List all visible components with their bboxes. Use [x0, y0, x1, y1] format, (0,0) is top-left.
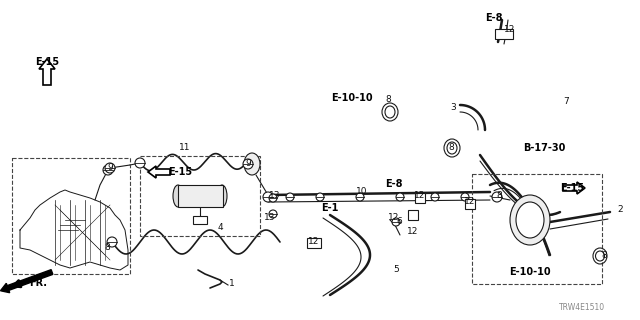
Bar: [472, 174, 602, 284]
Bar: [177, 185, 223, 207]
Circle shape: [269, 210, 277, 218]
Text: E-15: E-15: [560, 183, 584, 193]
Ellipse shape: [244, 153, 260, 175]
Ellipse shape: [173, 185, 183, 207]
Circle shape: [107, 237, 117, 247]
Ellipse shape: [516, 202, 544, 238]
FancyArrow shape: [1, 270, 53, 293]
Text: B-17-30: B-17-30: [523, 143, 565, 153]
Circle shape: [135, 158, 145, 168]
Text: 11: 11: [179, 143, 191, 153]
Circle shape: [356, 193, 364, 201]
Text: E-15: E-15: [168, 167, 192, 177]
Text: 12: 12: [308, 237, 320, 246]
Text: TRW4E1510: TRW4E1510: [559, 303, 605, 313]
Bar: [307, 238, 321, 248]
Text: E-1: E-1: [321, 203, 339, 213]
FancyArrow shape: [563, 182, 585, 194]
Circle shape: [263, 192, 273, 202]
Circle shape: [103, 165, 113, 175]
Text: 8: 8: [496, 191, 502, 201]
Text: 13: 13: [269, 191, 281, 201]
Text: 2: 2: [617, 205, 623, 214]
Text: E-8: E-8: [385, 179, 403, 189]
Text: 4: 4: [217, 223, 223, 233]
Text: 9: 9: [245, 159, 251, 169]
Bar: [415, 193, 425, 203]
Ellipse shape: [447, 142, 457, 154]
Text: 8: 8: [601, 252, 607, 260]
Text: E-8: E-8: [485, 13, 503, 23]
Circle shape: [316, 193, 324, 201]
Bar: [495, 29, 513, 39]
Circle shape: [461, 193, 469, 201]
Text: E-15: E-15: [35, 57, 59, 67]
Text: 12: 12: [407, 228, 419, 236]
Text: 5: 5: [393, 266, 399, 275]
Circle shape: [286, 193, 294, 201]
Circle shape: [431, 193, 439, 201]
Circle shape: [396, 193, 404, 201]
Text: 6: 6: [396, 218, 402, 227]
Text: 12: 12: [414, 191, 426, 201]
Bar: [140, 156, 260, 236]
Text: 1: 1: [229, 279, 235, 289]
Ellipse shape: [217, 185, 227, 207]
Text: 9: 9: [107, 164, 113, 172]
Bar: [12, 158, 130, 274]
FancyArrow shape: [39, 59, 55, 85]
Text: 13: 13: [264, 213, 276, 222]
Text: 8: 8: [448, 143, 454, 153]
Text: E-10-10: E-10-10: [509, 267, 551, 277]
Circle shape: [105, 163, 115, 173]
Text: E-10-10: E-10-10: [331, 93, 373, 103]
Circle shape: [269, 194, 277, 202]
Bar: [193, 216, 207, 224]
Text: 12: 12: [464, 197, 476, 206]
Ellipse shape: [385, 106, 395, 118]
Text: 12: 12: [504, 26, 516, 35]
Bar: [408, 210, 418, 220]
Ellipse shape: [510, 195, 550, 245]
Text: 8: 8: [385, 95, 391, 105]
FancyArrow shape: [148, 166, 170, 178]
Text: 7: 7: [563, 98, 569, 107]
Bar: [465, 199, 475, 209]
Text: 3: 3: [450, 103, 456, 113]
Text: 8: 8: [104, 244, 110, 252]
Circle shape: [492, 192, 502, 202]
Text: 10: 10: [356, 188, 368, 196]
Text: FR.: FR.: [29, 278, 47, 288]
Ellipse shape: [595, 251, 605, 261]
Circle shape: [392, 218, 400, 226]
Text: 12: 12: [388, 213, 400, 222]
Circle shape: [243, 159, 253, 169]
